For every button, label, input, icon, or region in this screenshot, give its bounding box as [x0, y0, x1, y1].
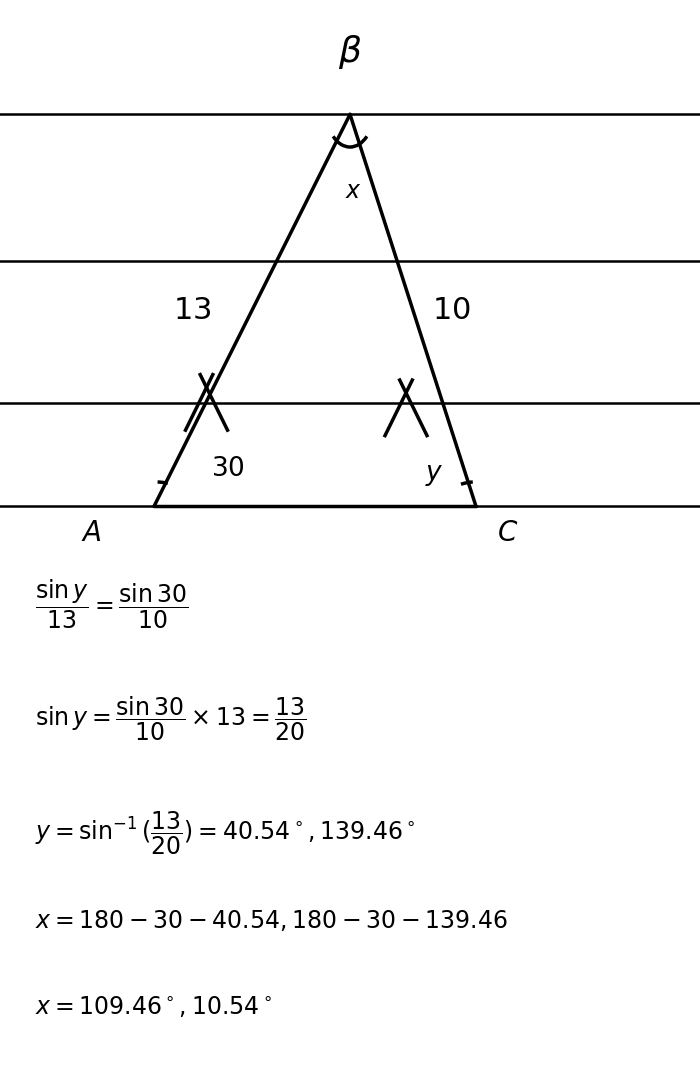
Text: $x = 109.46^\circ, 10.54^\circ$: $x = 109.46^\circ, 10.54^\circ$: [35, 994, 272, 1020]
Text: $30$: $30$: [211, 456, 244, 480]
Text: $x = 180 - 30 - 40.54, 180 - 30 - 139.46$: $x = 180 - 30 - 40.54, 180 - 30 - 139.46…: [35, 908, 507, 932]
Text: $\dfrac{\sin y}{13} = \dfrac{\sin 30}{10}$: $\dfrac{\sin y}{13} = \dfrac{\sin 30}{10…: [35, 577, 188, 632]
Text: $x$: $x$: [345, 180, 362, 203]
Text: $y = \sin^{-1}(\dfrac{13}{20}) = 40.54^\circ, 139.46^\circ$: $y = \sin^{-1}(\dfrac{13}{20}) = 40.54^\…: [35, 809, 415, 857]
Text: $C$: $C$: [497, 521, 518, 547]
Text: $\beta$: $\beta$: [338, 33, 362, 71]
Text: $A$: $A$: [80, 521, 101, 547]
Text: $13$: $13$: [174, 295, 211, 326]
Text: $\sin y = \dfrac{\sin 30}{10} \times 13 = \dfrac{13}{20}$: $\sin y = \dfrac{\sin 30}{10} \times 13 …: [35, 695, 307, 743]
Text: $y$: $y$: [425, 464, 443, 488]
Text: $10$: $10$: [432, 295, 471, 326]
